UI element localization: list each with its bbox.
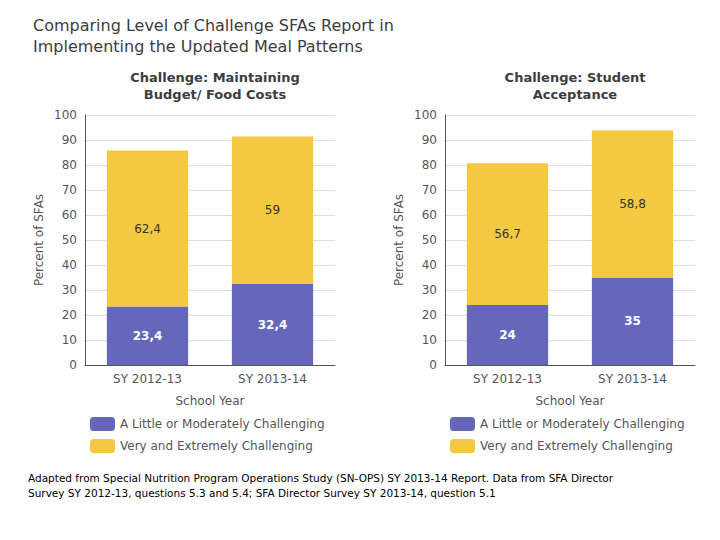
svg-text:30: 30	[422, 283, 437, 297]
svg-text:32,4: 32,4	[258, 318, 288, 332]
svg-text:Challenge: Maintaining: Challenge: Maintaining	[130, 70, 300, 85]
svg-text:60: 60	[422, 208, 437, 222]
svg-text:SY 2013-14: SY 2013-14	[238, 372, 307, 386]
svg-text:Implementing the Updated Meal: Implementing the Updated Meal Patterns	[33, 37, 363, 56]
svg-text:Percent of SFAs: Percent of SFAs	[32, 194, 46, 286]
svg-text:40: 40	[422, 258, 437, 272]
svg-text:A Little or Moderately Challen: A Little or Moderately Challenging	[480, 417, 685, 431]
svg-text:Acceptance: Acceptance	[533, 87, 618, 102]
svg-text:60: 60	[62, 208, 77, 222]
svg-text:100: 100	[54, 108, 77, 122]
svg-text:23,4: 23,4	[133, 329, 163, 343]
svg-text:40: 40	[62, 258, 77, 272]
svg-text:Very and Extremely Challenging: Very and Extremely Challenging	[480, 439, 673, 453]
svg-text:Challenge: Student: Challenge: Student	[505, 70, 646, 85]
svg-text:A Little or Moderately Challen: A Little or Moderately Challenging	[120, 417, 325, 431]
svg-text:SY 2012-13: SY 2012-13	[473, 372, 542, 386]
svg-text:0: 0	[69, 358, 77, 372]
svg-text:Adapted from Special Nutrition: Adapted from Special Nutrition Program O…	[28, 472, 614, 484]
svg-text:50: 50	[62, 233, 77, 247]
svg-text:Very and Extremely Challenging: Very and Extremely Challenging	[120, 439, 313, 453]
svg-text:School Year: School Year	[175, 394, 244, 408]
svg-text:Comparing Level of Challenge S: Comparing Level of Challenge SFAs Report…	[33, 16, 394, 35]
svg-text:10: 10	[422, 333, 437, 347]
svg-text:35: 35	[624, 314, 641, 328]
svg-text:24: 24	[499, 328, 516, 342]
svg-text:58,8: 58,8	[619, 197, 646, 211]
svg-text:90: 90	[62, 133, 77, 147]
svg-text:30: 30	[62, 283, 77, 297]
svg-text:Budget/ Food Costs: Budget/ Food Costs	[144, 87, 287, 102]
svg-text:50: 50	[422, 233, 437, 247]
svg-text:20: 20	[62, 308, 77, 322]
svg-text:80: 80	[62, 158, 77, 172]
svg-text:Survey SY 2012-13, questions 5: Survey SY 2012-13, questions 5.3 and 5.4…	[28, 487, 496, 499]
svg-text:0: 0	[429, 358, 437, 372]
svg-text:20: 20	[422, 308, 437, 322]
svg-text:56,7: 56,7	[494, 227, 521, 241]
svg-text:80: 80	[422, 158, 437, 172]
svg-text:100: 100	[414, 108, 437, 122]
svg-text:Percent of SFAs: Percent of SFAs	[392, 194, 406, 286]
svg-text:70: 70	[422, 183, 437, 197]
svg-text:70: 70	[62, 183, 77, 197]
svg-text:10: 10	[62, 333, 77, 347]
svg-text:School Year: School Year	[535, 394, 604, 408]
svg-text:SY 2012-13: SY 2012-13	[113, 372, 182, 386]
svg-text:90: 90	[422, 133, 437, 147]
svg-text:59: 59	[265, 203, 280, 217]
svg-text:SY 2013-14: SY 2013-14	[598, 372, 667, 386]
svg-text:62,4: 62,4	[134, 222, 161, 236]
